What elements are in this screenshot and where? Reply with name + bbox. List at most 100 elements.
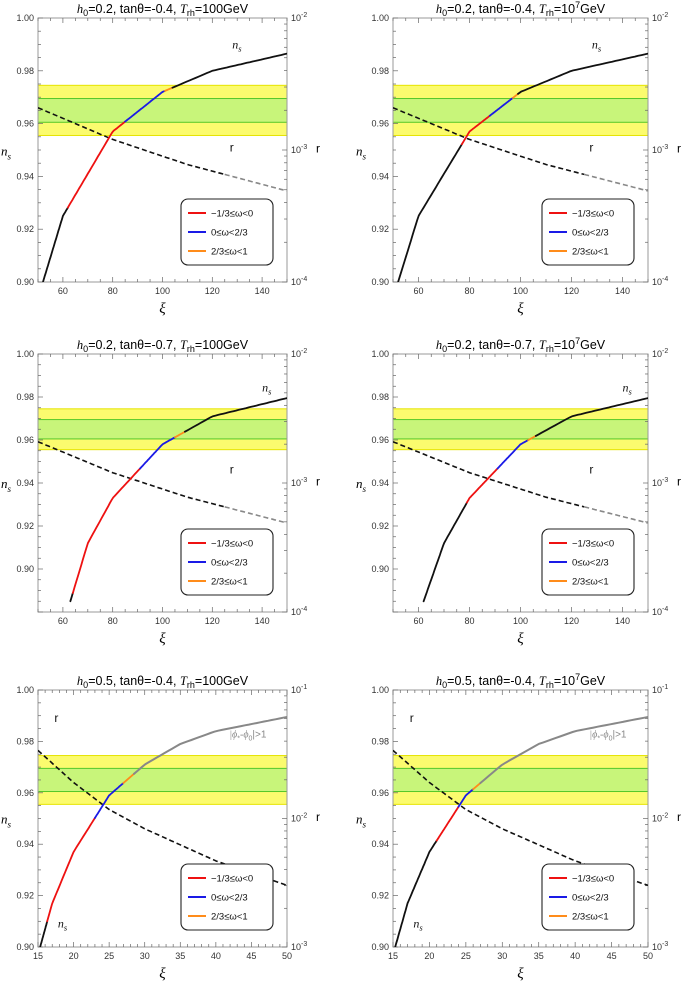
legend-box [541, 863, 635, 931]
x-axis-label: ξ [517, 966, 524, 981]
y2-tick-label: 10-1 [652, 684, 668, 695]
r-curve [393, 749, 648, 887]
x-tick-label: 45 [607, 951, 617, 961]
chart-title: h0=0.5, tanθ=-0.4, Trh=107GeV [436, 672, 606, 690]
y-tick-label: 0.92 [371, 521, 389, 531]
ns-curve-label: ns [623, 381, 633, 397]
x-tick-label: 140 [255, 286, 270, 296]
r-curve-label: r [589, 462, 593, 476]
x-tick-label: 60 [413, 286, 423, 296]
ns-segment-black [422, 501, 468, 603]
y-tick-label: 0.96 [371, 435, 389, 445]
y-tick-label: 0.92 [16, 224, 34, 234]
y2-tick-label: 10-3 [291, 144, 307, 155]
ns-segment-orange [527, 434, 537, 442]
y2-axis-label: r [316, 475, 320, 489]
ns-segment-orange [174, 430, 186, 439]
curves [393, 52, 648, 282]
y2-tick-label: 10-3 [652, 941, 668, 952]
chart-panel-1: 60 80 100 120 140 0.90 0.92 0.94 0.96 0.98 1.00 10-… [1, 2, 320, 317]
r-curve-label: r [230, 140, 234, 154]
y-tick-label: 0.94 [371, 839, 389, 849]
y2-tick-label: 10-4 [652, 606, 668, 617]
legend-label: 0≤ω<2/3 [572, 893, 609, 904]
x-tick-label: 140 [255, 616, 270, 626]
x-tick-label: 15 [33, 951, 43, 961]
ns-segment-black [171, 52, 287, 89]
legend: −1/3≤ω<0 0≤ω<2/3 2/3≤ω<1 [541, 198, 635, 266]
ns-segment-gray [133, 716, 287, 775]
legend-box [180, 198, 274, 266]
y2-tick-label: 10-1 [291, 684, 307, 695]
x-tick-label: 25 [104, 951, 114, 961]
y2-tick-label: 10-4 [291, 606, 307, 617]
y2-tick-label: 10-2 [291, 12, 307, 23]
x-tick-label: 120 [205, 616, 220, 626]
y-tick-label: 1.00 [371, 349, 389, 359]
legend-box [541, 528, 635, 596]
chart-panel-5: 15 20 25 30 35 40 45 50 0.90 0.92 0.94 0.96 0.98 1.00… [1, 674, 320, 981]
legend-label: 0≤ω<2/3 [572, 558, 609, 569]
ns-curve-label: ns [262, 381, 272, 397]
x-tick-label: 60 [58, 286, 68, 296]
legend-label: −1/3≤ω<0 [572, 539, 614, 550]
field-range-annotation: |ϕ*-ϕ0|>1 [229, 730, 267, 743]
ns-segment-blue [124, 90, 166, 123]
y-tick-label: 1.00 [371, 685, 389, 695]
chart-title: h0=0.5, tanθ=-0.4, Trh=100GeV [77, 674, 249, 690]
y-tick-label: 0.90 [371, 942, 389, 952]
legend-label: 2/3≤ω<1 [572, 912, 609, 923]
x-tick-label: 140 [615, 616, 630, 626]
legend-label: 2/3≤ω<1 [572, 577, 609, 588]
legend-label: 2/3≤ω<1 [211, 247, 248, 258]
y-tick-label: 0.90 [16, 277, 34, 287]
y-tick-label: 0.96 [16, 788, 34, 798]
legend: −1/3≤ω<0 0≤ω<2/3 2/3≤ω<1 [180, 198, 274, 266]
legend-label: 0≤ω<2/3 [211, 228, 248, 239]
y-tick-label: 0.90 [371, 564, 389, 574]
x-tick-label: 80 [108, 616, 118, 626]
legend: −1/3≤ω<0 0≤ω<2/3 2/3≤ω<1 [541, 863, 635, 931]
r-curve-label: r [230, 462, 234, 476]
y2-axis-label: r [677, 810, 681, 824]
y-tick-label: 0.96 [371, 788, 389, 798]
legend-label: −1/3≤ω<0 [211, 209, 253, 220]
r-curve [393, 440, 585, 508]
r-curve [393, 107, 585, 176]
legend-label: 0≤ω<2/3 [211, 893, 248, 904]
y-tick-label: 0.92 [16, 891, 34, 901]
y2-axis-label: r [316, 810, 320, 824]
green-band [37, 419, 288, 440]
legend: −1/3≤ω<0 0≤ω<2/3 2/3≤ω<1 [180, 528, 274, 596]
y-tick-label: 0.98 [371, 392, 389, 402]
r-curve-label: r [589, 140, 593, 154]
ns-segment-black [183, 397, 287, 433]
legend-label: 0≤ω<2/3 [211, 558, 248, 569]
chart-panel-6: 15 20 25 30 35 40 45 50 0.90 0.92 0.94 0.96 0.98 1.00… [356, 672, 681, 981]
y-tick-label: 1.00 [16, 685, 34, 695]
y-tick-label: 0.94 [371, 478, 389, 488]
x-tick-label: 45 [246, 951, 256, 961]
curves [393, 716, 648, 947]
x-tick-label: 100 [513, 616, 528, 626]
ns-segment-orange [164, 86, 174, 92]
y-tick-label: 0.90 [16, 564, 34, 574]
r-curve [38, 107, 225, 176]
x-tick-label: 50 [643, 951, 653, 961]
chart-title: h0=0.2, tanθ=-0.7, Trh=100GeV [77, 338, 249, 354]
y-tick-label: 0.98 [16, 66, 34, 76]
ns-segment-orange [122, 772, 135, 784]
curves [38, 52, 287, 282]
ns-segment-black [517, 52, 648, 95]
x-tick-label: 60 [413, 616, 423, 626]
ns-segment-black [397, 143, 463, 282]
x-tick-label: 140 [615, 286, 630, 296]
ns-curve-label: ns [413, 917, 423, 933]
y-axis-label: ns [1, 812, 12, 830]
ns-segment-red [72, 467, 142, 594]
field-range-annotation: |ϕ*-ϕ0|>1 [589, 730, 627, 743]
y-axis-label: ns [356, 812, 367, 830]
y2-tick-label: 10-2 [291, 813, 307, 824]
legend-box [541, 198, 635, 266]
r-curve [38, 440, 225, 508]
